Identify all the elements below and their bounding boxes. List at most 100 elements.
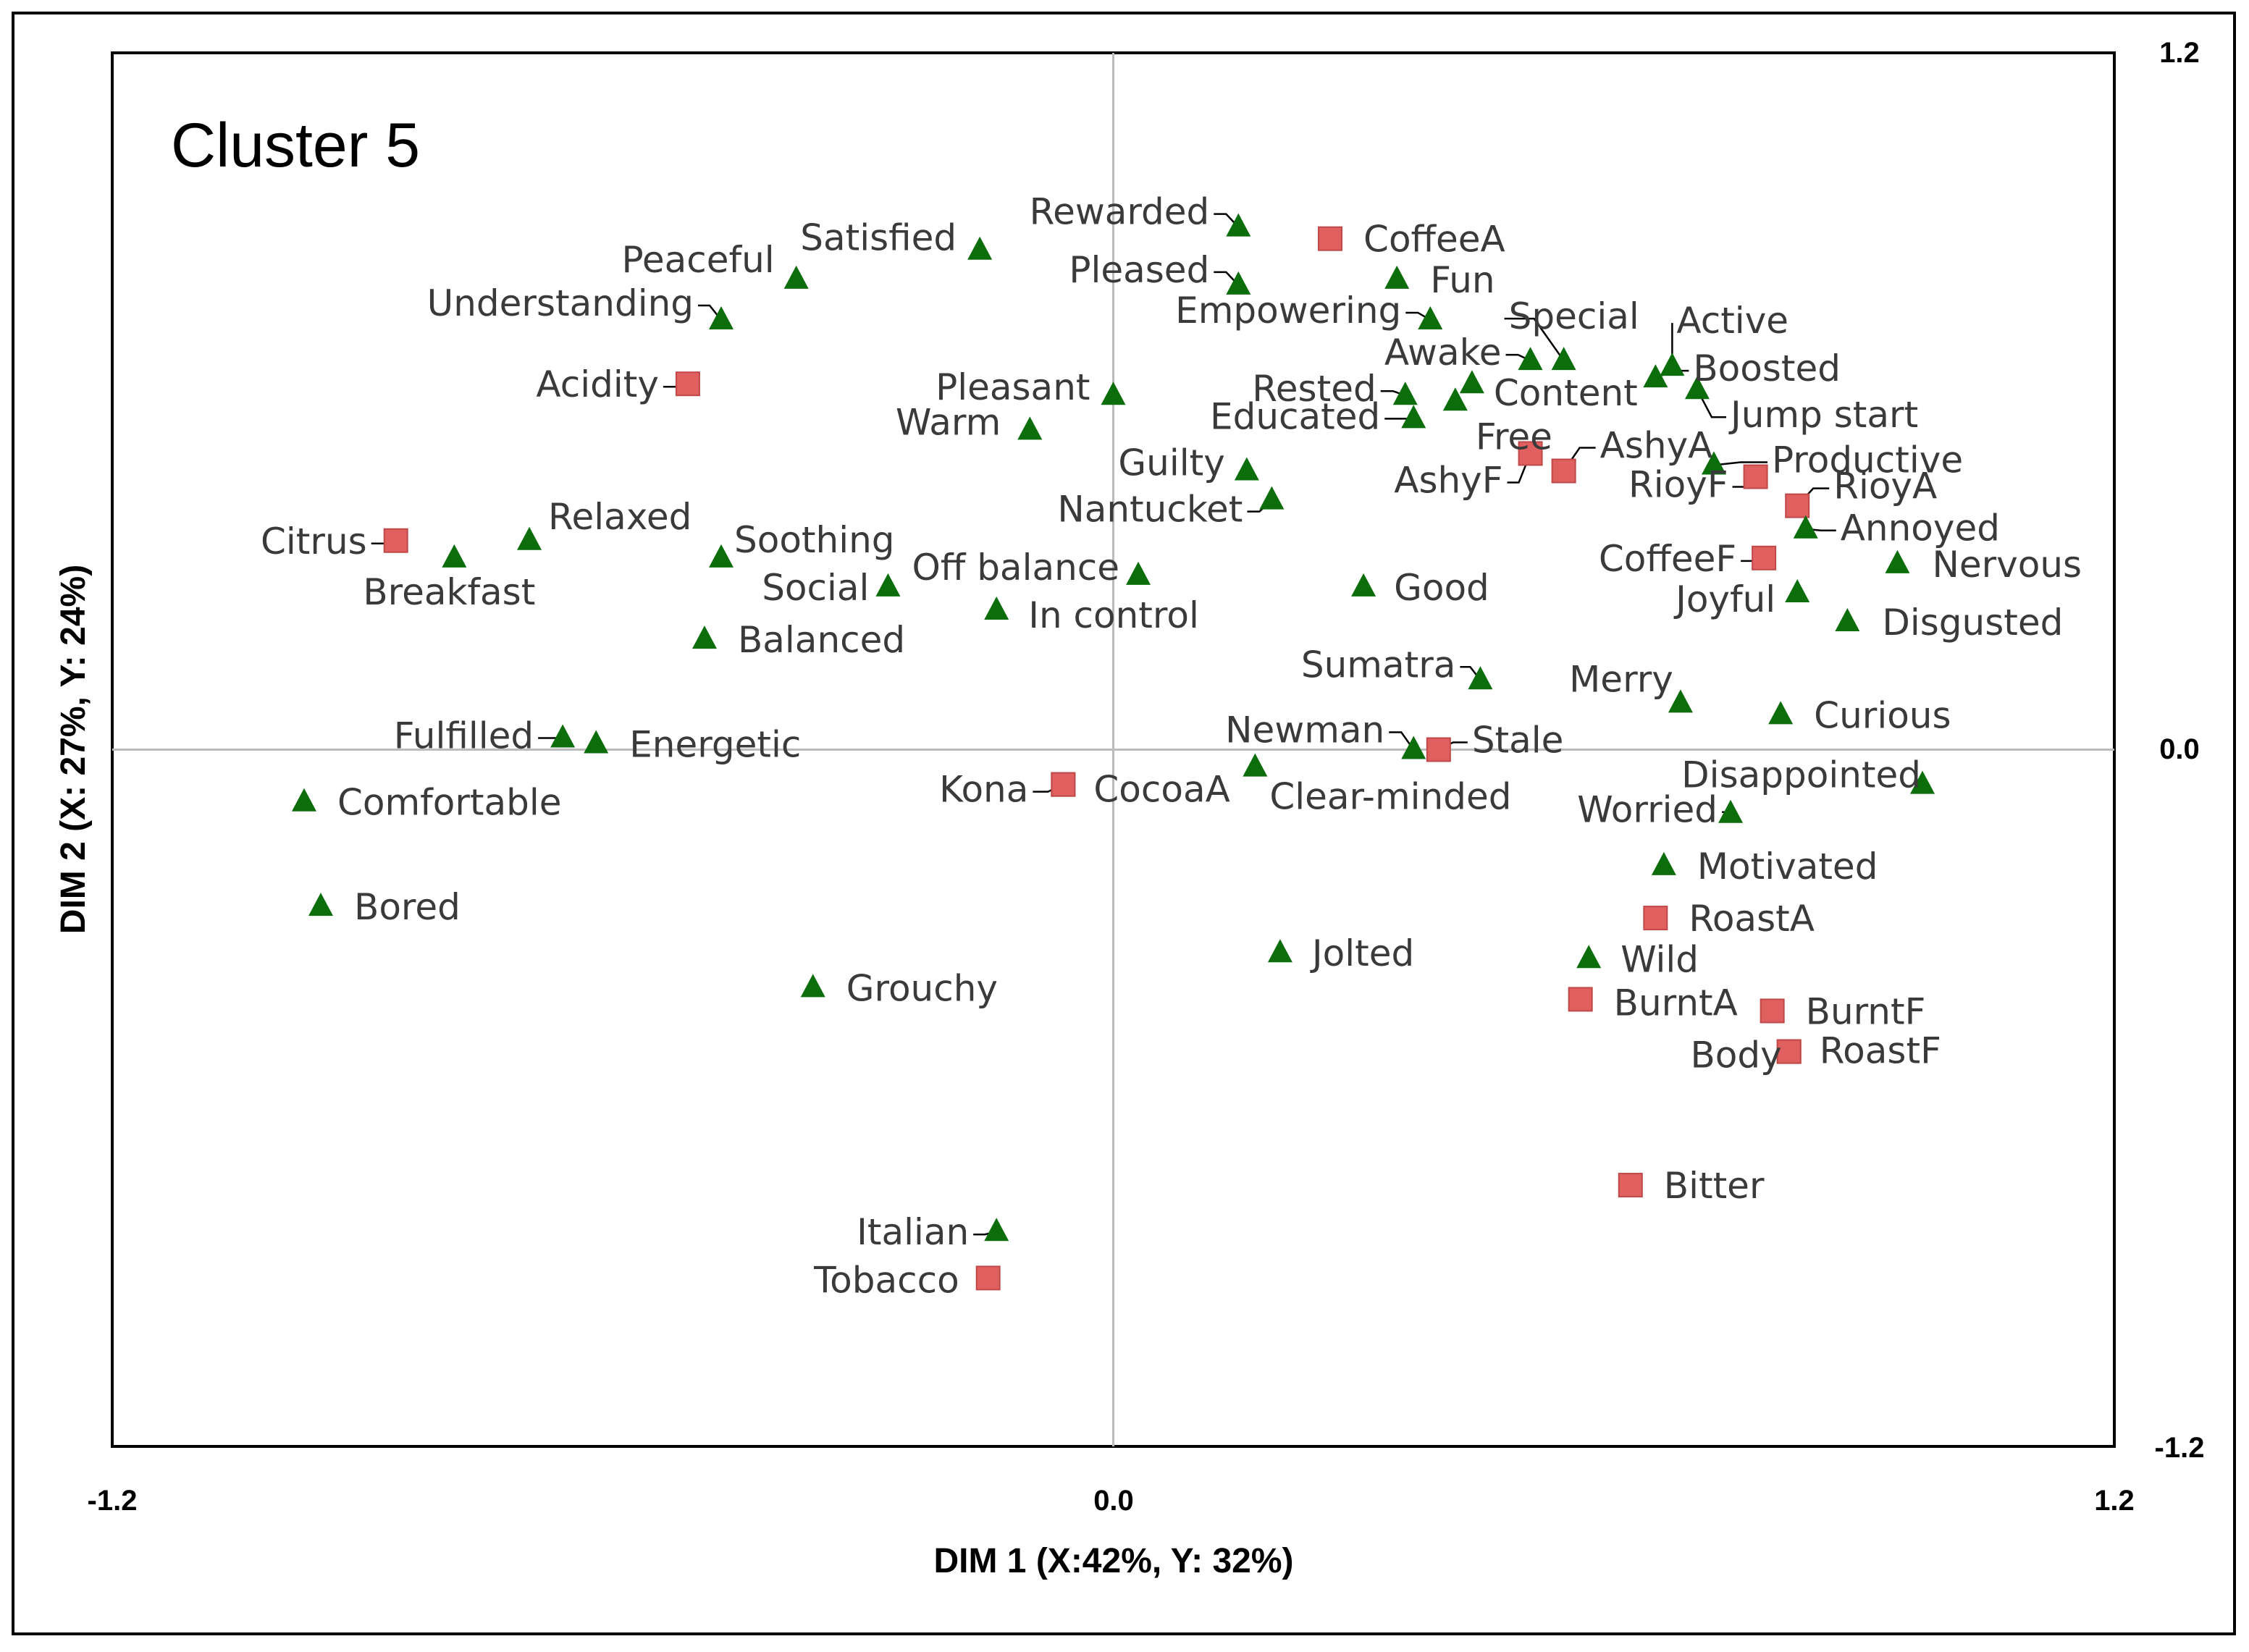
attribute-marker <box>1518 441 1543 466</box>
emotion-marker <box>1243 753 1268 777</box>
emotion-marker <box>1234 457 1259 481</box>
emotion-marker <box>1226 213 1251 237</box>
x-tick-label: 1.2 <box>2094 1485 2135 1517</box>
emotion-marker <box>1793 515 1818 539</box>
emotion-marker <box>584 730 609 754</box>
point-label: Newman <box>1225 709 1384 751</box>
attribute-marker <box>383 528 408 553</box>
point-label: Pleased <box>1069 249 1209 291</box>
point-label: Pleasant <box>936 366 1090 408</box>
point-label: Comfortable <box>337 782 562 824</box>
attribute-marker <box>1618 1173 1643 1198</box>
point-label: Empowering <box>1175 290 1401 332</box>
point-label: BurntF <box>1806 990 1926 1032</box>
point-label: Awake <box>1384 332 1502 374</box>
point-label: Disappointed <box>1681 754 1921 796</box>
point-label: Kona <box>939 769 1028 811</box>
emotion-marker <box>1910 770 1935 794</box>
emotion-marker <box>1684 376 1710 400</box>
emotion-marker <box>442 544 467 568</box>
point-label: Tobacco <box>813 1259 959 1301</box>
emotion-marker <box>1660 353 1685 376</box>
point-label: Boosted <box>1693 347 1841 389</box>
emotion-marker <box>1101 382 1126 405</box>
point-label: Off balance <box>912 547 1120 589</box>
emotion-marker <box>1718 799 1744 823</box>
point-label: Sumatra <box>1301 644 1456 686</box>
point-label: Warm <box>896 401 1001 443</box>
emotion-marker <box>1126 561 1151 585</box>
point-label: Grouchy <box>846 967 998 1009</box>
point-label: CocoaA <box>1093 769 1229 811</box>
x-axis-title: DIM 1 (X:42%, Y: 32%) <box>933 1542 1293 1580</box>
emotion-marker <box>709 544 734 568</box>
point-label: Relaxed <box>548 496 691 538</box>
emotion-marker <box>291 788 316 812</box>
x-tick-label: 0.0 <box>1093 1485 1134 1517</box>
emotion-marker <box>517 526 542 550</box>
emotion-marker <box>1668 689 1693 713</box>
point-label: Nantucket <box>1057 489 1243 531</box>
point-label: Acidity <box>536 363 659 405</box>
leader-line <box>1504 317 1565 361</box>
point-label: Joyful <box>1673 578 1775 620</box>
point-label: AshyA <box>1600 425 1713 467</box>
y-axis-title: DIM 2 (X: 27%, Y: 24%) <box>54 565 93 934</box>
attribute-marker <box>1568 987 1593 1012</box>
x-tick-label: -1.2 <box>88 1485 138 1517</box>
emotion-marker <box>1643 364 1668 388</box>
point-label: Fulfilled <box>394 715 534 757</box>
y-tick-label: 1.2 <box>2159 37 2200 69</box>
attribute-marker <box>1752 545 1777 570</box>
chart-title: Cluster 5 <box>171 111 420 180</box>
point-label: Bored <box>354 886 461 928</box>
emotion-marker <box>1401 736 1426 759</box>
emotion-marker <box>1768 701 1794 725</box>
point-label: Body <box>1690 1034 1781 1076</box>
point-label: Fun <box>1430 259 1495 301</box>
emotion-marker <box>1835 608 1860 632</box>
attribute-marker <box>1776 1039 1802 1064</box>
emotion-marker <box>691 625 717 649</box>
attribute-marker <box>1551 458 1576 484</box>
attribute-marker <box>1426 737 1451 762</box>
point-label: Rewarded <box>1030 191 1210 233</box>
y-tick-label: -1.2 <box>2155 1432 2205 1464</box>
attribute-marker <box>1051 772 1076 797</box>
emotion-marker <box>1518 347 1543 371</box>
point-label: Jump start <box>1728 394 1918 436</box>
point-label: Active <box>1676 300 1788 342</box>
emotion-marker <box>967 236 993 260</box>
attribute-marker <box>675 371 700 397</box>
emotion-marker <box>1259 486 1285 510</box>
point-labels-layer: CoffeeA Acidity Citrus AshyA AshyF RioyF RioyA… <box>261 191 2082 1302</box>
point-label: In control <box>1028 594 1199 636</box>
point-label: Social <box>762 567 869 609</box>
point-label: Content <box>1494 372 1638 414</box>
point-label: Italian <box>857 1211 969 1253</box>
point-label: Guilty <box>1118 442 1224 484</box>
emotion-marker <box>1785 578 1810 602</box>
emotion-marker <box>1651 851 1676 875</box>
y-tick-label: 0.0 <box>2159 733 2200 765</box>
point-label: Bitter <box>1664 1165 1765 1207</box>
emotion-marker <box>984 597 1009 620</box>
emotion-marker <box>1401 405 1426 429</box>
emotion-marker <box>1442 387 1468 411</box>
point-label: Free <box>1476 416 1552 458</box>
attribute-marker <box>1785 493 1810 518</box>
emotion-marker <box>709 305 734 329</box>
emotion-marker <box>1017 416 1043 440</box>
point-label: RoastF <box>1820 1030 1941 1072</box>
emotion-marker <box>1576 945 1602 969</box>
emotion-marker <box>1702 451 1726 475</box>
point-label: Special <box>1509 295 1639 337</box>
point-label: Good <box>1394 567 1489 609</box>
point-label: Citrus <box>261 521 367 562</box>
emotion-marker <box>800 974 825 998</box>
markers-layer <box>291 213 1935 1291</box>
emotion-marker <box>1418 305 1443 329</box>
point-label: Motivated <box>1697 846 1878 888</box>
emotion-marker <box>1885 549 1910 573</box>
